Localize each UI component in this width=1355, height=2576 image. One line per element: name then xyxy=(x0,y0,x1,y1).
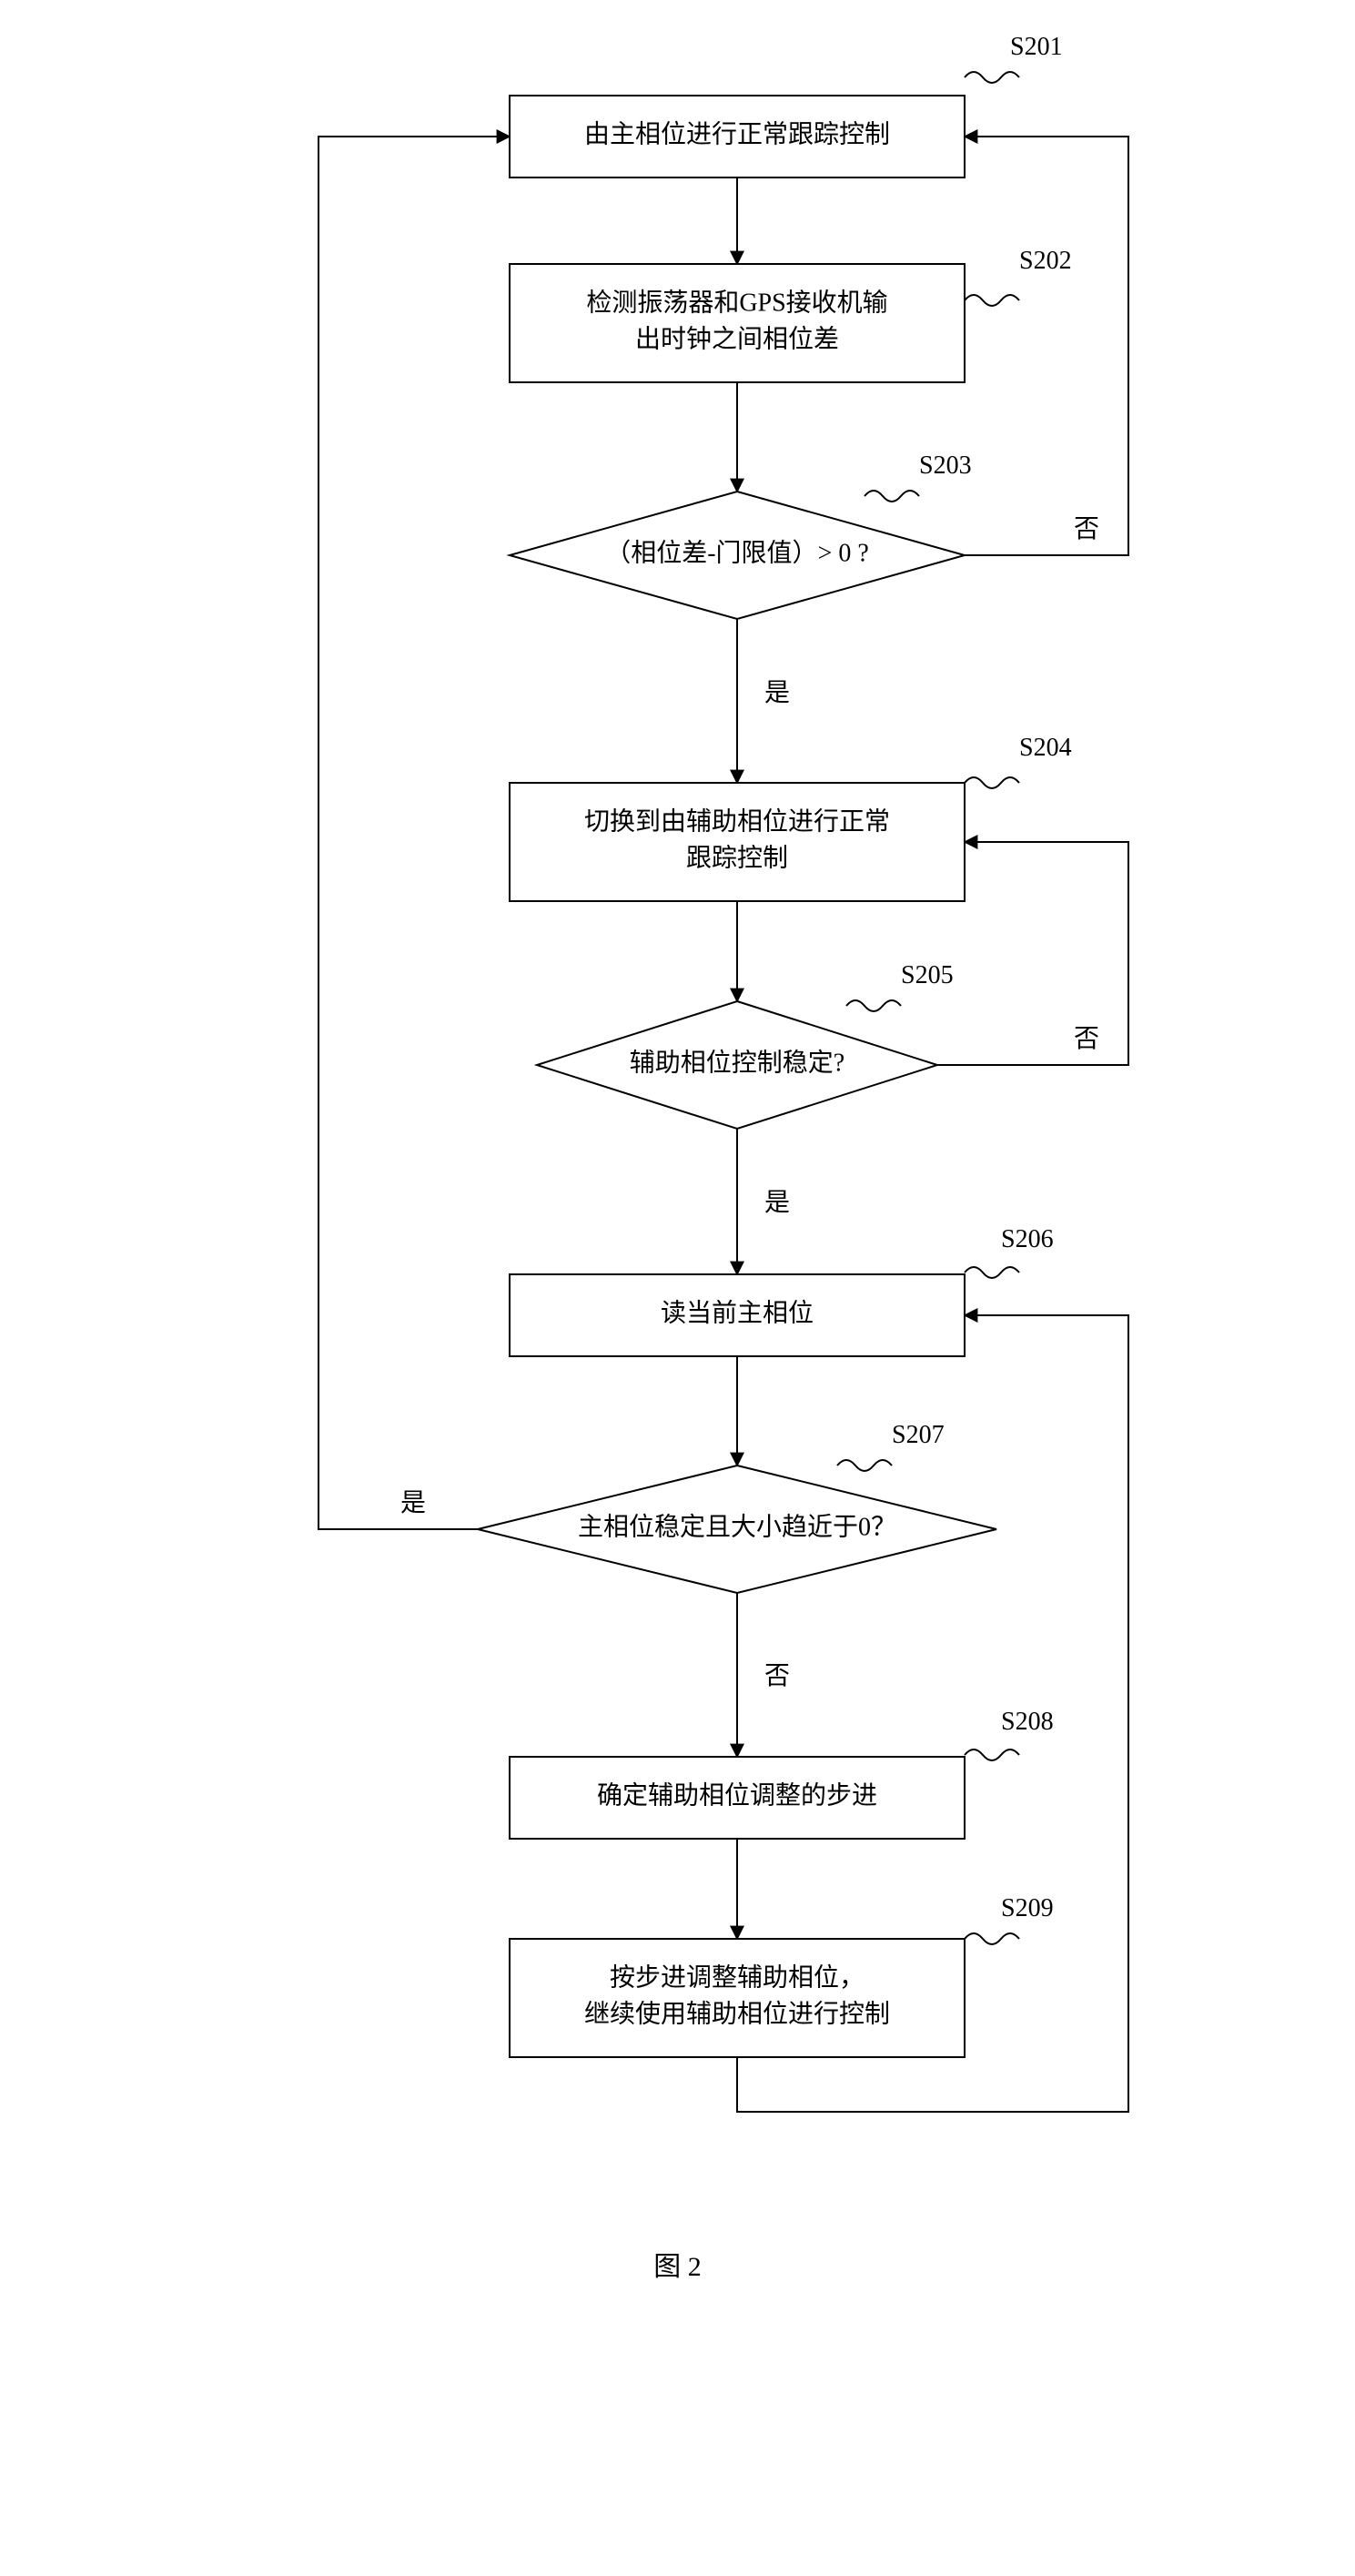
tag-connector xyxy=(965,1749,1019,1760)
edge-label: 否 xyxy=(1074,1025,1099,1053)
step-tag-s208: S208 xyxy=(1001,1708,1054,1736)
tag-connector xyxy=(846,1000,901,1011)
node-text: 跟踪控制 xyxy=(686,843,788,872)
tag-connector xyxy=(965,1267,1019,1278)
tag-connector xyxy=(965,295,1019,306)
node-text: 检测振荡器和GPS接收机输 xyxy=(586,288,887,317)
node-text: 按步进调整辅助相位， xyxy=(610,1962,865,1992)
edge-label: 否 xyxy=(764,1662,790,1690)
node-text: 辅助相位控制稳定? xyxy=(630,1048,844,1077)
step-tag-s207: S207 xyxy=(892,1421,945,1449)
step-tag-s209: S209 xyxy=(1001,1894,1054,1922)
flowchart-process-s204 xyxy=(510,783,965,901)
step-tag-s203: S203 xyxy=(919,451,972,480)
edge-label: 是 xyxy=(764,1189,790,1217)
node-text: 切换到由辅助相位进行正常 xyxy=(584,806,890,836)
flowchart-process-s209 xyxy=(510,1939,965,2057)
edge xyxy=(319,137,510,1529)
edge-label: 是 xyxy=(400,1489,426,1517)
node-text: 继续使用辅助相位进行控制 xyxy=(584,1999,890,2028)
node-text: 确定辅助相位调整的步进 xyxy=(597,1780,877,1810)
edge-label: 是 xyxy=(764,679,790,707)
step-tag-s205: S205 xyxy=(901,961,954,989)
node-text: 由主相位进行正常跟踪控制 xyxy=(584,119,890,148)
node-text: 主相位稳定且大小趋近于0？ xyxy=(578,1512,896,1541)
step-tag-s202: S202 xyxy=(1019,247,1072,275)
node-text: （相位差-门限值）> 0 ? xyxy=(605,538,869,567)
node-text: 出时钟之间相位差 xyxy=(635,324,839,353)
edge xyxy=(965,137,1128,555)
step-tag-s204: S204 xyxy=(1019,734,1072,762)
figure-caption: 图 2 xyxy=(653,2252,702,2282)
edge-label: 否 xyxy=(1074,515,1099,543)
tag-connector xyxy=(837,1460,892,1471)
tag-connector xyxy=(965,72,1019,83)
step-tag-s201: S201 xyxy=(1010,33,1063,61)
tag-connector xyxy=(965,1933,1019,1944)
flowchart-process-s202 xyxy=(510,264,965,382)
tag-connector xyxy=(965,777,1019,788)
node-text: 读当前主相位 xyxy=(661,1298,814,1327)
tag-connector xyxy=(865,491,919,502)
step-tag-s206: S206 xyxy=(1001,1225,1054,1253)
edge xyxy=(937,842,1128,1065)
